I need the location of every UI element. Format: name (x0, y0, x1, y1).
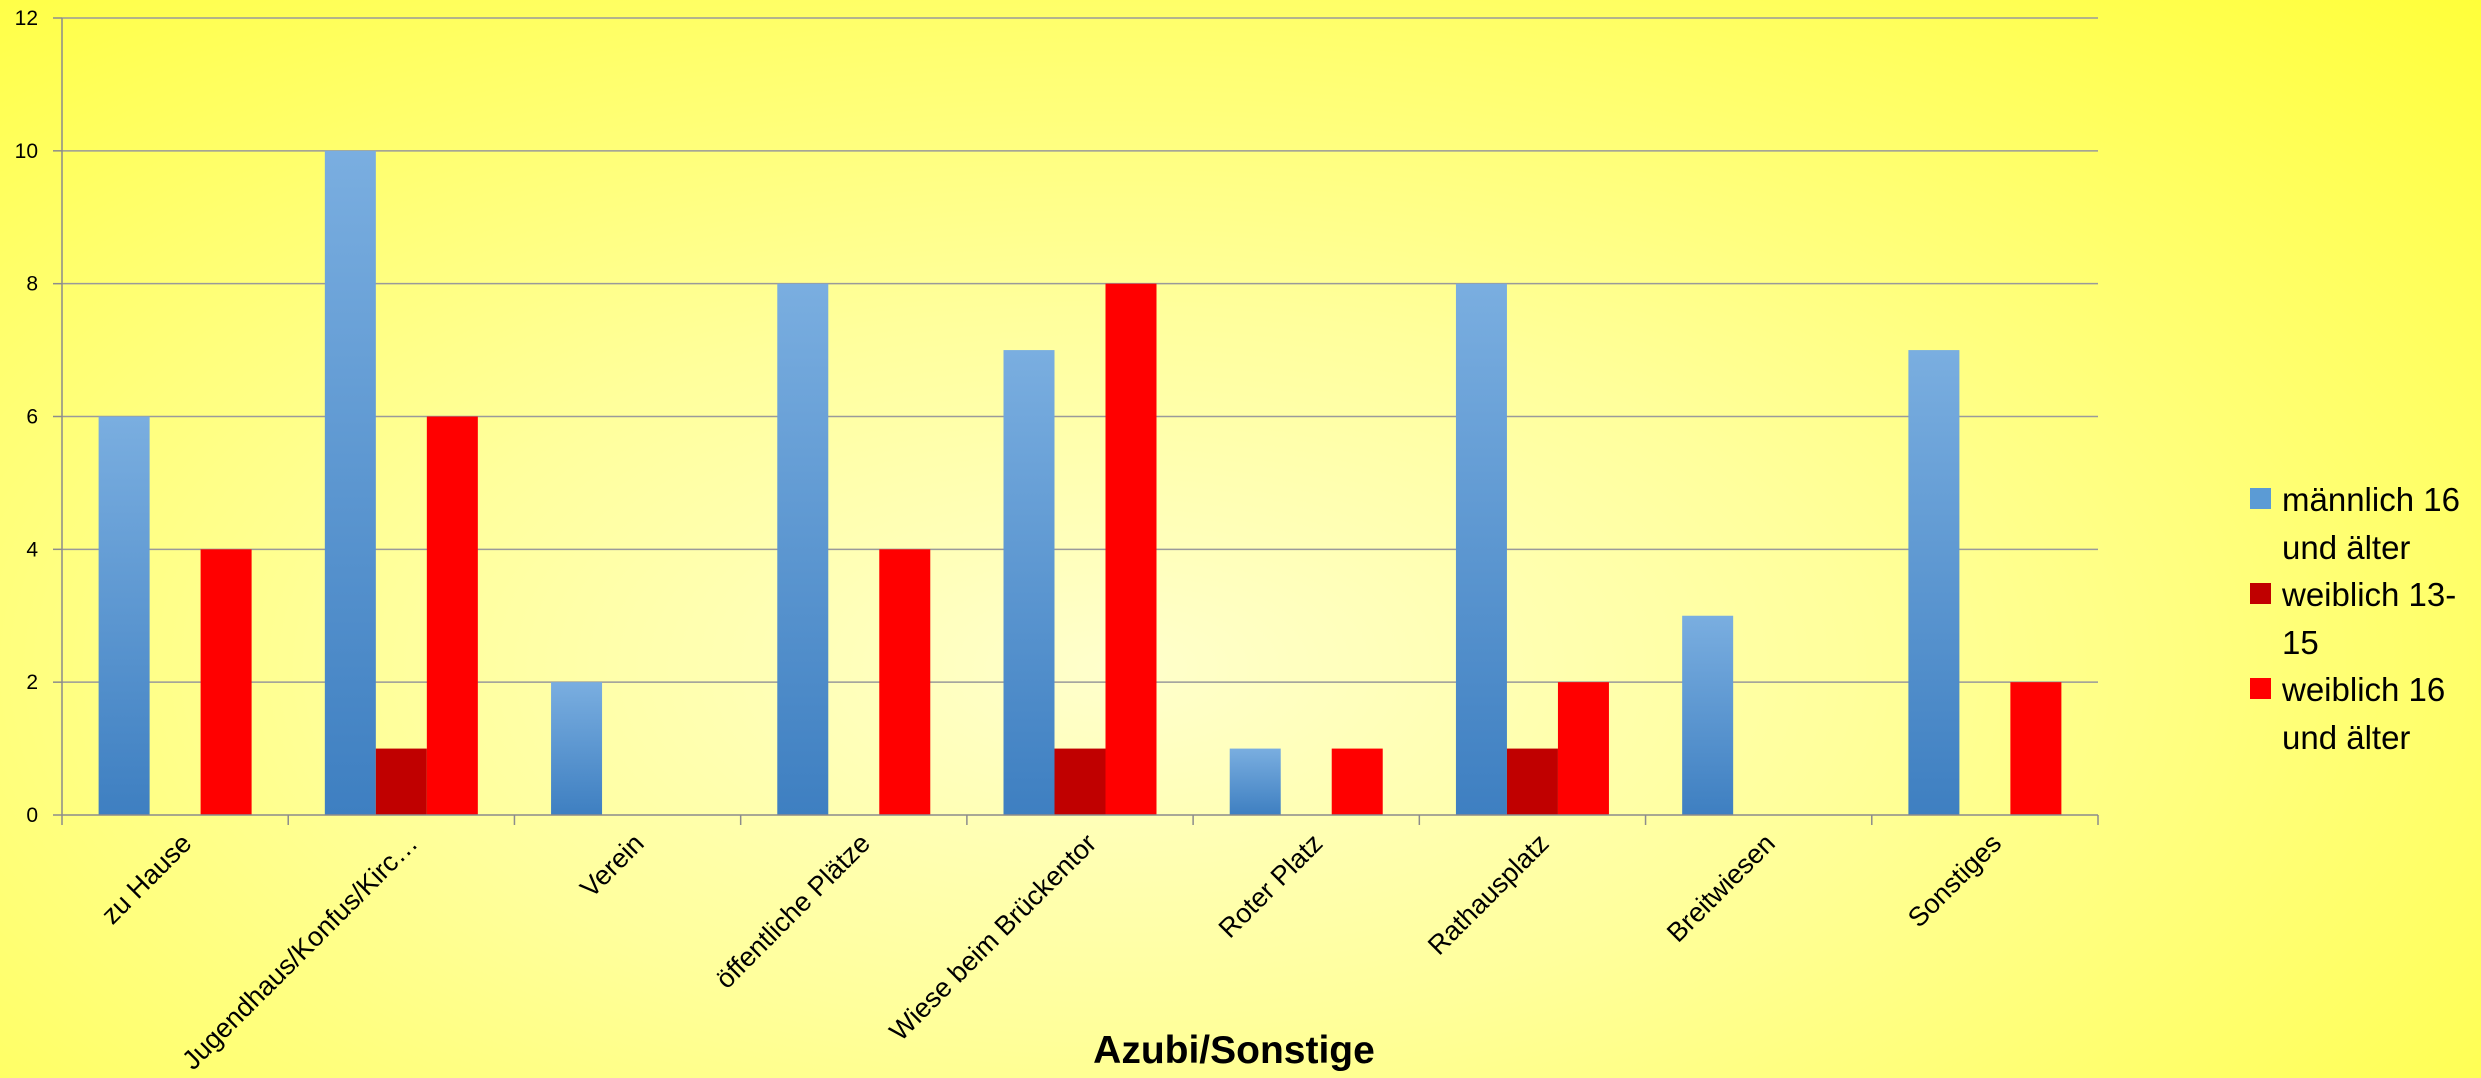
legend-swatch (2250, 583, 2271, 604)
bar (1105, 283, 1157, 816)
y-tick-label: 2 (26, 671, 38, 694)
bar (1506, 748, 1558, 815)
x-tick-label: Wiese beim Brückentor (884, 828, 1103, 1047)
bar (1331, 748, 1383, 815)
x-axis-title: Azubi/Sonstige (1093, 1029, 1375, 1072)
bar (426, 416, 478, 815)
legend-label: und älter (2282, 719, 2410, 756)
axes (53, 17, 2099, 825)
bar (200, 549, 252, 815)
x-tick-label: Sonstiges (1902, 828, 2007, 933)
legend-swatch (2250, 488, 2271, 509)
legend-label: weiblich 16 (2281, 671, 2445, 708)
x-tick-label: Verein (574, 828, 649, 903)
legend-label: weiblich 13- (2281, 576, 2456, 613)
y-tick-label: 0 (26, 804, 38, 827)
bar (1229, 748, 1281, 815)
x-tick-label: Breitwiesen (1661, 828, 1781, 948)
gridlines (62, 17, 2098, 683)
bar (879, 549, 931, 815)
bar (375, 748, 427, 815)
bar (1455, 283, 1507, 816)
legend-label: männlich 16 (2282, 481, 2460, 518)
x-tick-label: öffentliche Plätze (710, 828, 876, 994)
legend: männlich 16 und älter weiblich 13- 15 weibli… (2250, 481, 2460, 756)
bar (2010, 682, 2062, 815)
bars (98, 150, 2062, 816)
bar (551, 682, 603, 815)
legend-label: und älter (2282, 529, 2410, 566)
x-tick-label: Roter Platz (1213, 828, 1329, 944)
bar (777, 283, 829, 816)
x-tick-label: Rathausplatz (1422, 828, 1555, 961)
legend-label: 15 (2282, 624, 2319, 661)
legend-swatch (2250, 678, 2271, 699)
bar (1003, 350, 1055, 815)
x-tick-label: zu Hause (95, 828, 197, 930)
bar (1682, 615, 1734, 815)
bar (1054, 748, 1106, 815)
y-tick-label: 12 (15, 7, 38, 30)
y-tick-label: 10 (15, 140, 38, 163)
y-tick-label: 6 (26, 406, 38, 429)
bar (98, 416, 150, 815)
y-tick-label: 8 (26, 273, 38, 296)
bar (1908, 350, 1960, 815)
y-tick-label: 4 (26, 538, 38, 561)
x-tick-label: Jugendhaus/Konfus/Kirc… (176, 828, 423, 1075)
bar (324, 150, 376, 816)
bar (1557, 682, 1609, 815)
